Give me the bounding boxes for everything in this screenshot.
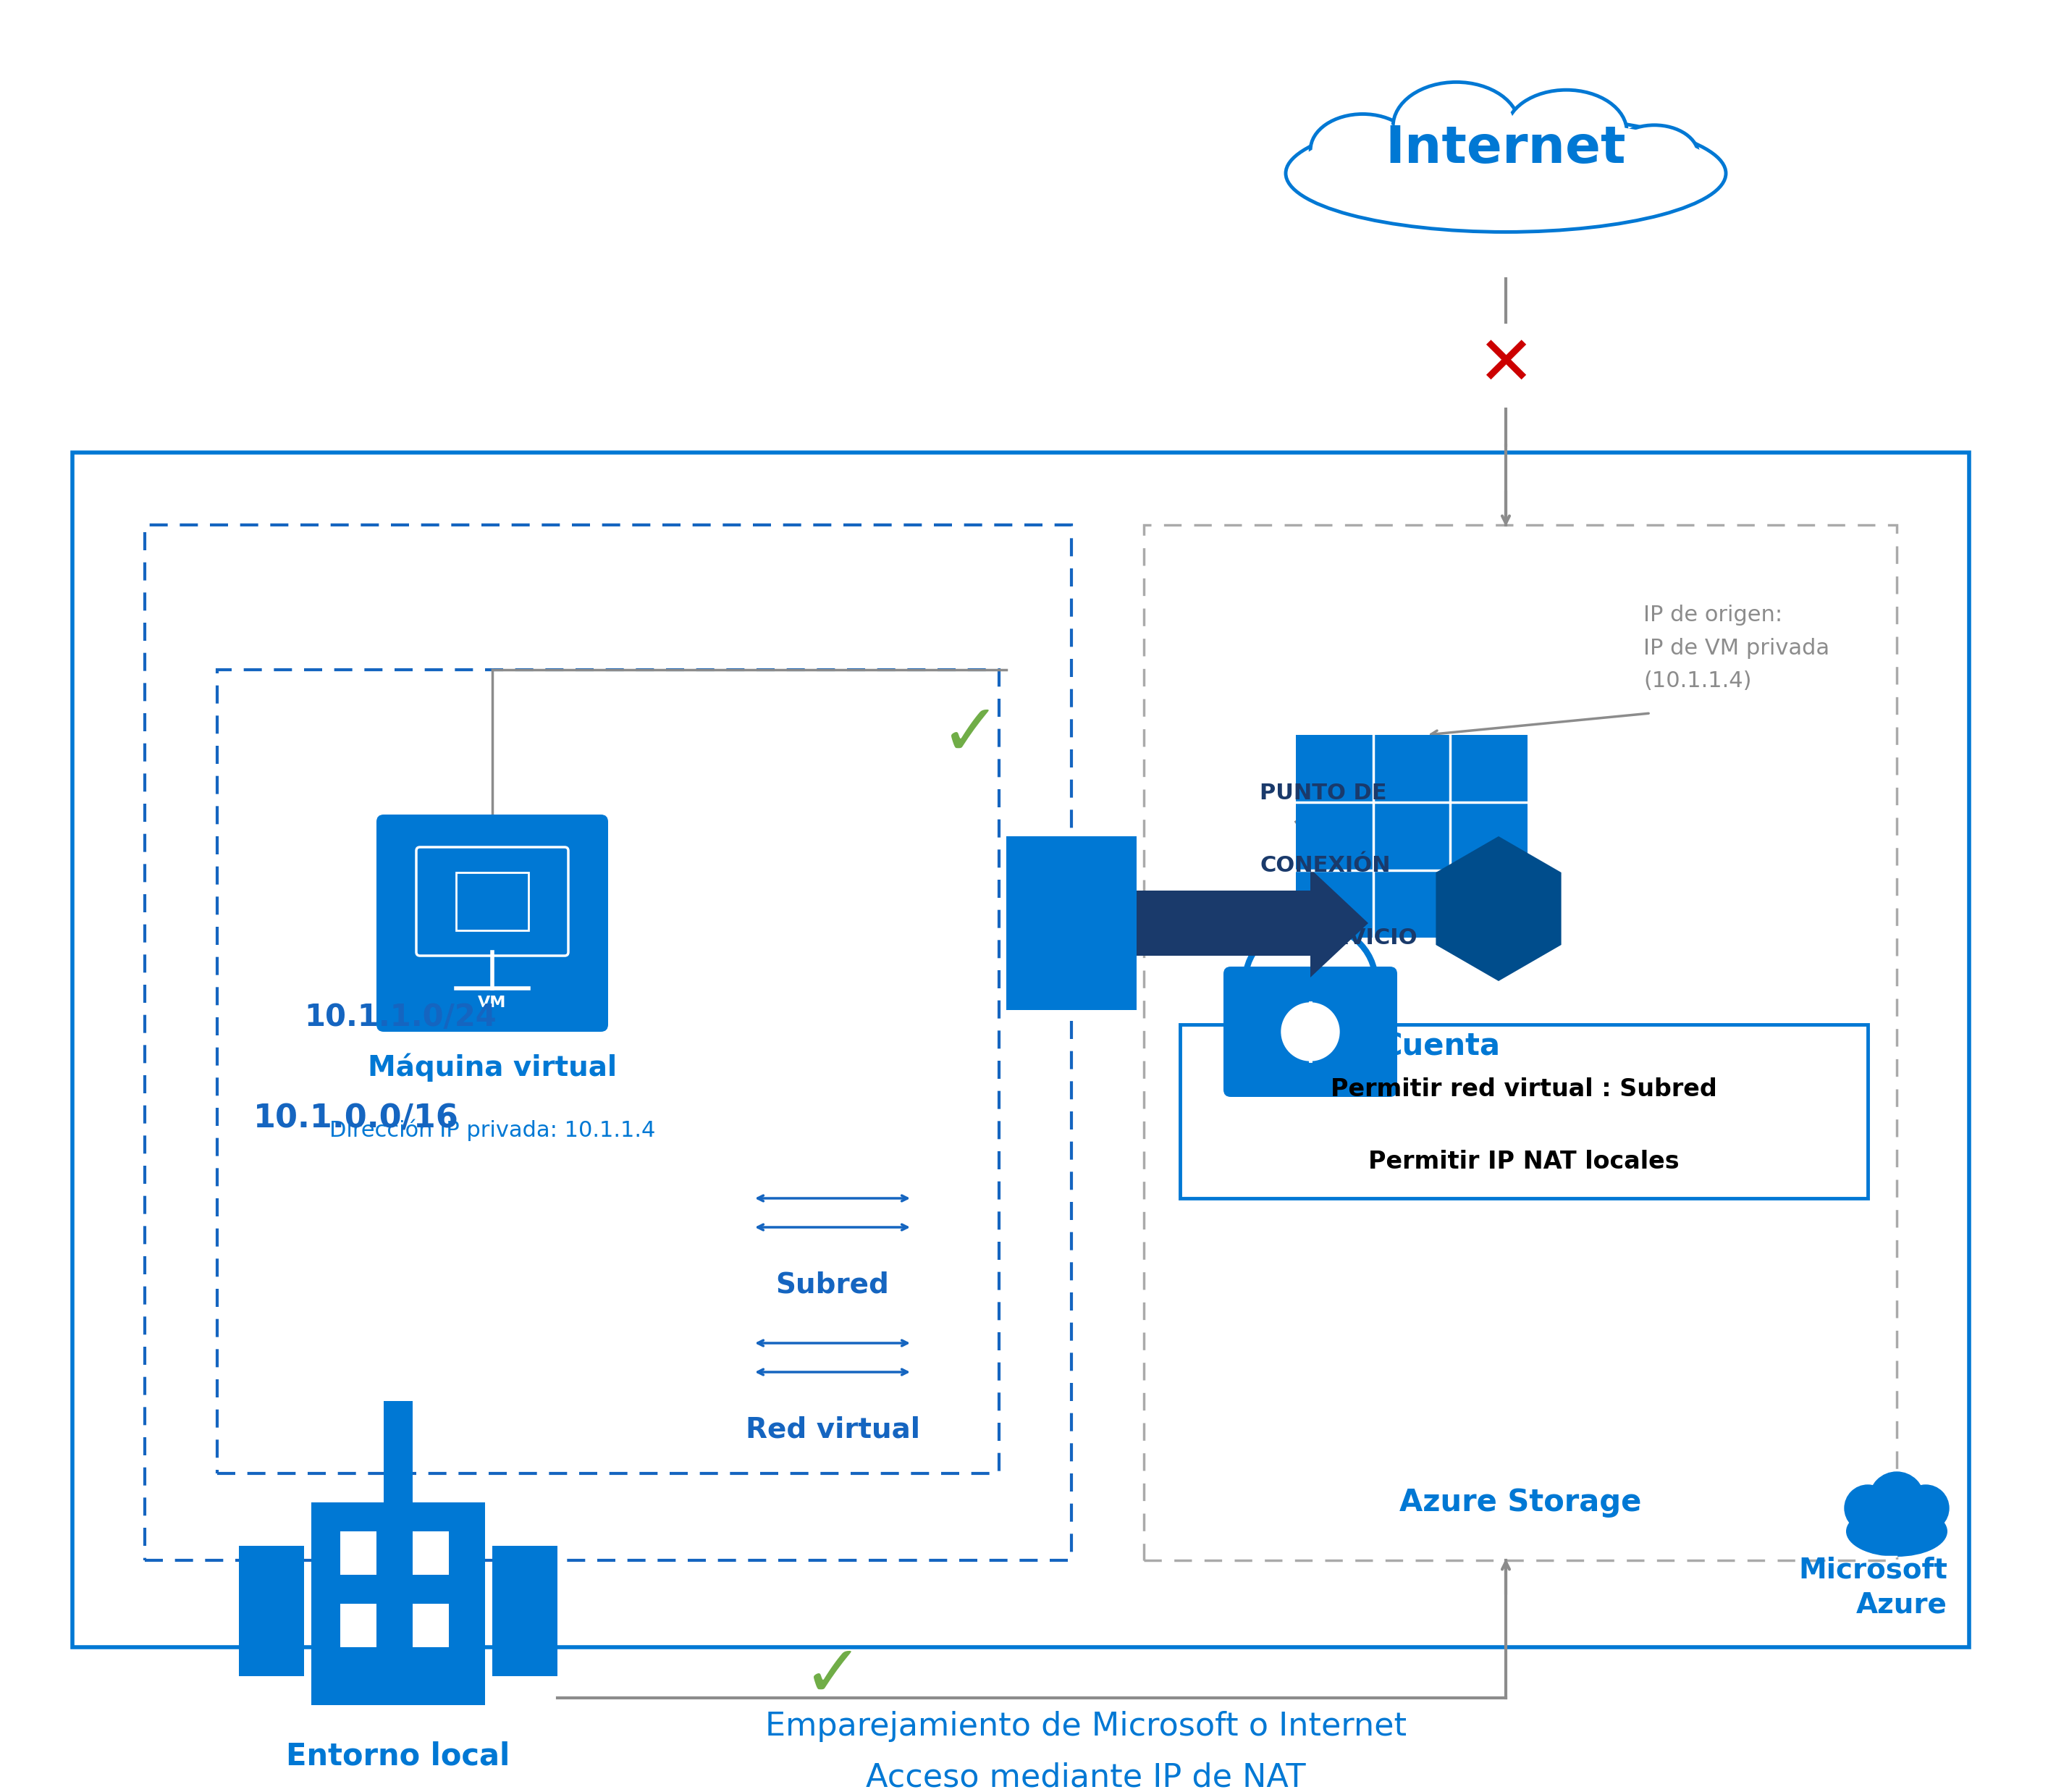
Text: Entorno local: Entorno local [286,1742,510,1772]
Text: ✓: ✓ [940,701,1001,771]
Text: CONEXIÓN: CONEXIÓN [1260,855,1390,876]
FancyBboxPatch shape [339,1604,376,1647]
Ellipse shape [1394,82,1519,170]
Ellipse shape [1291,118,1721,228]
Text: Internet: Internet [1386,124,1626,174]
FancyArrow shape [1137,869,1367,977]
Text: Máquina virtual: Máquina virtual [368,1054,617,1082]
Circle shape [1902,1486,1949,1532]
Text: PUNTO DE: PUNTO DE [1260,783,1386,803]
Ellipse shape [1310,115,1415,186]
Text: Subred: Subred [775,1271,890,1297]
Text: Permitir red virtual : Subred: Permitir red virtual : Subred [1330,1077,1717,1102]
Ellipse shape [1846,1505,1947,1557]
Text: Red virtual: Red virtual [746,1416,919,1443]
Circle shape [1869,1471,1924,1527]
Ellipse shape [1314,118,1410,181]
FancyBboxPatch shape [72,453,1970,1647]
FancyBboxPatch shape [238,1546,304,1676]
FancyBboxPatch shape [413,1604,448,1647]
FancyBboxPatch shape [491,1546,557,1676]
FancyBboxPatch shape [376,815,609,1032]
Text: Cuenta: Cuenta [1380,1032,1501,1063]
Text: IP de origen:
IP de VM privada
(10.1.1.4): IP de origen: IP de VM privada (10.1.1.4… [1643,606,1830,692]
FancyBboxPatch shape [384,1401,413,1502]
Text: Emparejamiento de Microsoft o Internet: Emparejamiento de Microsoft o Internet [765,1711,1406,1742]
Circle shape [1844,1486,1892,1532]
Ellipse shape [1614,129,1694,181]
Text: Permitir IP NAT locales: Permitir IP NAT locales [1369,1150,1680,1174]
FancyBboxPatch shape [1005,837,1137,1011]
Text: Acceso mediante IP de NAT: Acceso mediante IP de NAT [866,1762,1306,1792]
FancyBboxPatch shape [1295,735,1528,937]
FancyBboxPatch shape [413,1532,448,1575]
Text: 10.1.1.0/24: 10.1.1.0/24 [304,1002,495,1032]
Ellipse shape [1398,88,1515,165]
Text: Microsoft
Azure: Microsoft Azure [1799,1557,1947,1618]
FancyBboxPatch shape [339,1532,376,1575]
Text: DE SERVICIO: DE SERVICIO [1260,926,1417,948]
Circle shape [1281,1004,1338,1061]
Text: Azure Storage: Azure Storage [1400,1487,1641,1518]
Text: 10.1.0.0/16: 10.1.0.0/16 [253,1104,458,1134]
Text: VM: VM [479,996,506,1011]
Ellipse shape [1610,125,1698,185]
Text: ✓: ✓ [802,1641,864,1711]
FancyBboxPatch shape [310,1502,485,1706]
Ellipse shape [1285,115,1725,231]
Text: ✕: ✕ [1476,332,1534,400]
FancyBboxPatch shape [1223,966,1398,1097]
Text: Dirección IP privada: 10.1.1.4: Dirección IP privada: 10.1.1.4 [329,1118,656,1142]
Ellipse shape [1505,90,1626,174]
FancyBboxPatch shape [1180,1025,1867,1199]
Ellipse shape [1511,95,1622,168]
